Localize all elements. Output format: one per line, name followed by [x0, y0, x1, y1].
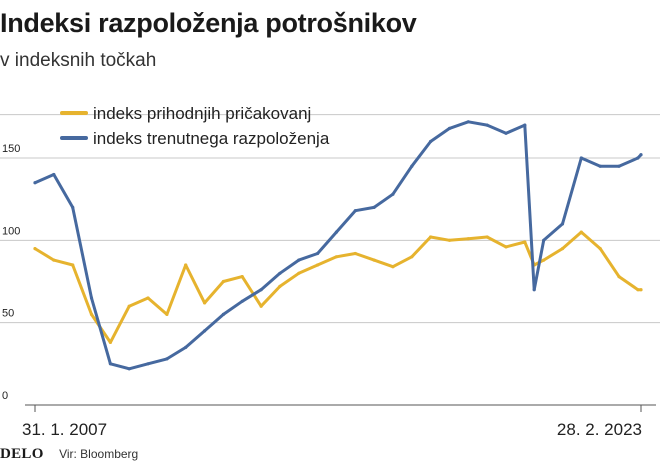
- data-point-0-14: [297, 271, 301, 275]
- data-point-0-16: [334, 255, 338, 259]
- data-point-1-13: [278, 271, 282, 275]
- data-point-0-31: [598, 247, 602, 251]
- data-point-1-24: [485, 123, 489, 127]
- data-point-1-8: [184, 345, 188, 349]
- data-point-0-32: [617, 275, 621, 279]
- series-line-0: [33, 230, 643, 344]
- line-chart: 0 50 100 150 31. 1. 2007 28. 2. 2023 indeks p…: [0, 104, 660, 439]
- data-point-1-3: [89, 296, 94, 300]
- data-point-1-26: [523, 123, 527, 127]
- data-point-0-33: [636, 288, 640, 292]
- data-point-1-25: [504, 131, 508, 135]
- data-point-0-15: [316, 263, 320, 267]
- data-point-1-0: [33, 181, 37, 185]
- chart-subtitle: v indeksnih točkah: [0, 50, 157, 71]
- data-point-1-28: [542, 238, 546, 242]
- data-point-0-13: [278, 284, 282, 288]
- data-point-0-20: [410, 255, 414, 259]
- data-point-1-6: [146, 362, 150, 366]
- y-tick-label-0: 0: [2, 390, 8, 402]
- series-layer: [33, 120, 643, 371]
- data-point-0-23: [466, 237, 470, 241]
- x-tick-label-end: 28. 2. 2023: [557, 420, 642, 439]
- data-point-1-15: [316, 251, 320, 256]
- data-point-0-28: [542, 258, 546, 262]
- data-point-1-14: [297, 258, 301, 262]
- data-point-1-16: [334, 230, 338, 234]
- data-point-0-1: [52, 258, 56, 262]
- y-tick-label-150: 150: [2, 143, 20, 155]
- x-tick-label-start: 31. 1. 2007: [22, 420, 107, 439]
- data-point-1-5: [127, 367, 131, 371]
- data-point-1-20: [410, 164, 414, 168]
- chart-title: Indeksi razpoloženja potrošnikov: [0, 8, 417, 38]
- data-point-1-34: [639, 153, 643, 157]
- data-point-1-21: [429, 139, 433, 144]
- data-point-0-22: [447, 238, 452, 242]
- data-point-1-32: [617, 164, 621, 168]
- data-point-1-9: [203, 329, 207, 333]
- source-text: Vir: Bloomberg: [59, 447, 139, 461]
- data-point-0-26: [523, 240, 527, 244]
- data-point-1-12: [259, 288, 263, 292]
- data-point-0-2: [71, 263, 75, 267]
- data-point-0-9: [203, 301, 207, 305]
- data-point-0-12: [259, 304, 263, 308]
- data-point-0-18: [372, 258, 376, 262]
- data-point-0-34: [639, 288, 643, 292]
- data-point-0-6: [146, 296, 150, 300]
- data-point-0-0: [33, 247, 37, 251]
- data-point-1-27: [532, 288, 536, 292]
- data-point-1-19: [391, 192, 395, 196]
- footer: DELO Vir: Bloomberg: [0, 446, 138, 463]
- legend-label-1: indeks trenutnega razpoloženja: [93, 129, 330, 148]
- axis-layer: 0 50 100 150 31. 1. 2007 28. 2. 2023: [2, 143, 656, 439]
- data-point-1-2: [71, 205, 75, 209]
- data-point-0-21: [429, 235, 433, 239]
- data-point-0-30: [579, 230, 583, 234]
- data-point-1-11: [240, 299, 244, 303]
- y-tick-label-50: 50: [2, 308, 14, 320]
- data-point-1-31: [598, 164, 602, 168]
- data-point-0-24: [485, 235, 489, 239]
- data-point-0-11: [240, 275, 244, 279]
- series-line-1: [33, 120, 643, 371]
- data-point-0-3: [89, 312, 94, 316]
- data-point-0-10: [221, 279, 225, 284]
- legend: indeks prihodnjih pričakovanj indeks tren…: [60, 104, 330, 148]
- data-point-0-7: [165, 312, 169, 316]
- data-point-1-7: [165, 357, 169, 361]
- data-point-0-29: [560, 247, 565, 251]
- data-point-0-4: [108, 340, 112, 344]
- data-point-1-10: [221, 312, 225, 316]
- data-point-1-33: [636, 156, 640, 160]
- data-point-0-19: [391, 265, 395, 269]
- data-point-0-8: [184, 263, 188, 267]
- data-point-1-29: [560, 222, 565, 226]
- data-point-1-1: [52, 172, 56, 177]
- data-point-1-4: [108, 362, 112, 366]
- y-tick-label-100: 100: [2, 225, 20, 237]
- data-point-0-5: [127, 304, 131, 308]
- data-point-0-25: [504, 245, 508, 249]
- data-point-1-23: [466, 120, 470, 124]
- delo-logo: DELO: [0, 446, 44, 462]
- data-point-1-22: [447, 126, 452, 130]
- data-point-0-17: [353, 251, 357, 256]
- legend-label-0: indeks prihodnjih pričakovanj: [93, 104, 311, 123]
- data-point-1-18: [372, 205, 376, 209]
- data-point-1-17: [353, 209, 357, 213]
- data-point-1-30: [579, 156, 583, 160]
